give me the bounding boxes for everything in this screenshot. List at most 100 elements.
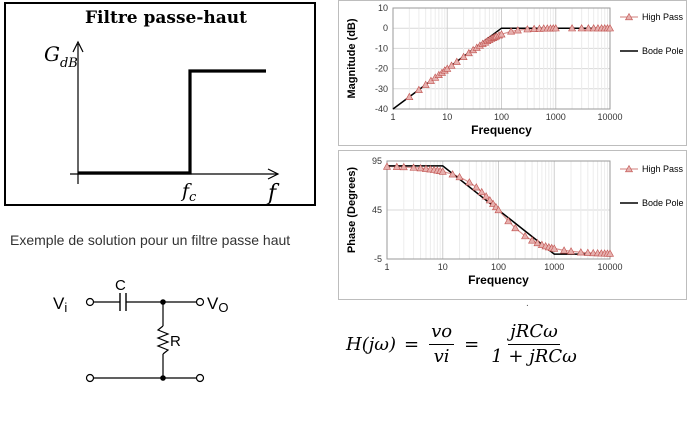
vo-terminal-top <box>195 297 205 307</box>
mag-highpass-marker <box>497 30 506 38</box>
mag-ytick-label: 0 <box>383 23 388 33</box>
mag-highpass-marker <box>421 80 430 88</box>
phase-legend-highpass-marker <box>624 164 634 173</box>
mag-highpass-marker <box>452 57 461 65</box>
phase-legend-bode-label: Bode Pole <box>642 198 684 208</box>
magnitude-chart-panel: 10 0 -10 -20 -30 -40 1 10 100 1000 10000 Frequency M… <box>338 0 687 146</box>
mag-highpass-marker <box>414 85 423 93</box>
formula-lhs: H(jω) <box>346 334 397 355</box>
phase-highpass-marker <box>605 249 615 257</box>
mag-highpass-marker <box>459 52 468 60</box>
phase-xtick-label: 1 <box>384 262 389 272</box>
mag-ytick-label: -20 <box>375 64 388 74</box>
ideal-y-arrow <box>72 40 84 53</box>
phase-y-axis-title: Phase (Degrees) <box>346 167 358 254</box>
phase-highpass-marker <box>504 216 513 225</box>
ideal-response-curve <box>78 69 266 175</box>
phase-chart-panel: 95 45 -5 1 10 100 1000 10000 Frequency Phase (Deg… <box>338 150 687 300</box>
ideal-highpass-svg: Filtre passe-haut GdB fc f <box>44 8 280 206</box>
phase-highpass-marker <box>576 248 585 256</box>
phase-highpass-marker <box>533 238 542 247</box>
ideal-gdb-label: GdB <box>44 42 78 71</box>
mag-highpass-marker <box>568 24 577 32</box>
phase-highpass-marker <box>511 223 520 232</box>
phase-ytick-label: -5 <box>374 254 382 264</box>
phase-highpass-marker <box>528 236 537 244</box>
mag-series-highpass-line <box>408 27 610 98</box>
mag-highpass-marker <box>523 25 532 33</box>
mag-ytick-label: -30 <box>375 84 388 94</box>
formula-f2-num: jRCω <box>508 322 560 345</box>
mag-ytick-label: -10 <box>375 43 388 53</box>
phase-highpass-marker <box>448 170 457 178</box>
phase-highpass-marker <box>560 246 569 254</box>
phase-highpass-marker <box>409 163 418 171</box>
phase-highpass-marker <box>416 164 425 172</box>
phase-highpass-marker <box>477 187 486 196</box>
phase-xtick-label: 1000 <box>544 262 564 272</box>
phase-highpass-marker <box>465 178 474 186</box>
ideal-highpass-figure: Filtre passe-haut GdB fc f <box>4 2 316 206</box>
formula-equals-2: = <box>464 334 480 355</box>
mag-xtick-label: 100 <box>494 112 509 122</box>
phase-highpass-marker <box>482 192 491 200</box>
mag-highpass-marker <box>530 24 539 32</box>
vi-label: Vi <box>53 294 67 315</box>
formula-f1-den: vi <box>433 346 450 367</box>
mag-highpass-marker <box>405 92 414 100</box>
mag-highpass-marker <box>551 24 560 32</box>
formula-f1-num: vo <box>429 322 455 345</box>
mag-highpass-marker <box>584 24 593 32</box>
mag-plot-area <box>392 7 611 110</box>
formula-fraction-2: jRCω 1 + jRCω <box>489 322 579 367</box>
phase-xtick-label: 100 <box>491 262 506 272</box>
phase-highpass-marker <box>494 205 503 214</box>
phase-ytick-label: 45 <box>372 205 382 215</box>
mag-y-axis-title: Magnitude (dB) <box>346 18 358 98</box>
mag-xtick-label: 10 <box>442 112 452 122</box>
resistor-zigzag <box>156 325 170 355</box>
phase-highpass-marker <box>485 196 494 204</box>
transfer-function: H(jω) = vo vi = jRCω 1 + jRCω <box>346 322 583 367</box>
phase-highpass-marker <box>472 183 481 191</box>
phase-highpass-marker <box>521 231 530 240</box>
phase-highpass-marker <box>438 167 447 175</box>
node-bottom <box>160 375 166 381</box>
ideal-fc-label: fc <box>180 180 197 205</box>
vi-terminal-top <box>85 297 95 307</box>
vo-label: VO <box>207 294 228 315</box>
ideal-x-arrow <box>267 168 280 180</box>
mag-xtick-label: 1000 <box>546 112 566 122</box>
rc-circuit-svg: Vi VO C R <box>53 277 228 383</box>
mag-legend-highpass-marker <box>624 12 634 21</box>
stray-mark: . <box>526 298 529 309</box>
vo-terminal-bottom <box>195 373 205 383</box>
mag-highpass-marker <box>513 26 522 34</box>
phase-xtick-label: 10 <box>438 262 448 272</box>
mag-ytick-label: 10 <box>378 3 388 13</box>
mag-legend-highpass-label: High Pass <box>642 12 684 22</box>
resistor-label: R <box>170 333 181 350</box>
rc-circuit: Vi VO C R <box>40 268 240 398</box>
vi-terminal-bottom <box>85 373 95 383</box>
magnitude-chart: 100-10-20-30-401 10 100 1000 10000FrequencyM… <box>346 3 684 137</box>
ideal-f-label: f <box>266 181 280 206</box>
phase-xtick-label: 10000 <box>597 262 622 272</box>
ideal-title: Filtre passe-haut <box>85 8 247 28</box>
mag-highpass-marker <box>447 61 456 69</box>
mag-ytick-label: -40 <box>375 104 388 114</box>
formula-f2-den: 1 + jRCω <box>491 346 577 367</box>
phase-highpass-marker <box>392 162 401 170</box>
phase-highpass-marker <box>455 172 464 181</box>
mag-highpass-marker <box>605 24 615 32</box>
formula-equals-1: = <box>404 334 420 355</box>
phase-x-axis-title: Frequency <box>468 273 529 287</box>
phase-highpass-marker <box>583 248 592 256</box>
phase-highpass-marker <box>567 247 576 255</box>
mag-highpass-marker <box>507 27 516 35</box>
mag-xtick-label: 10000 <box>597 112 622 122</box>
formula-fraction-1: vo vi <box>429 322 455 367</box>
mag-xtick-label: 1 <box>390 112 395 122</box>
phase-highpass-marker <box>382 162 392 170</box>
phase-ytick-label: 95 <box>372 156 382 166</box>
